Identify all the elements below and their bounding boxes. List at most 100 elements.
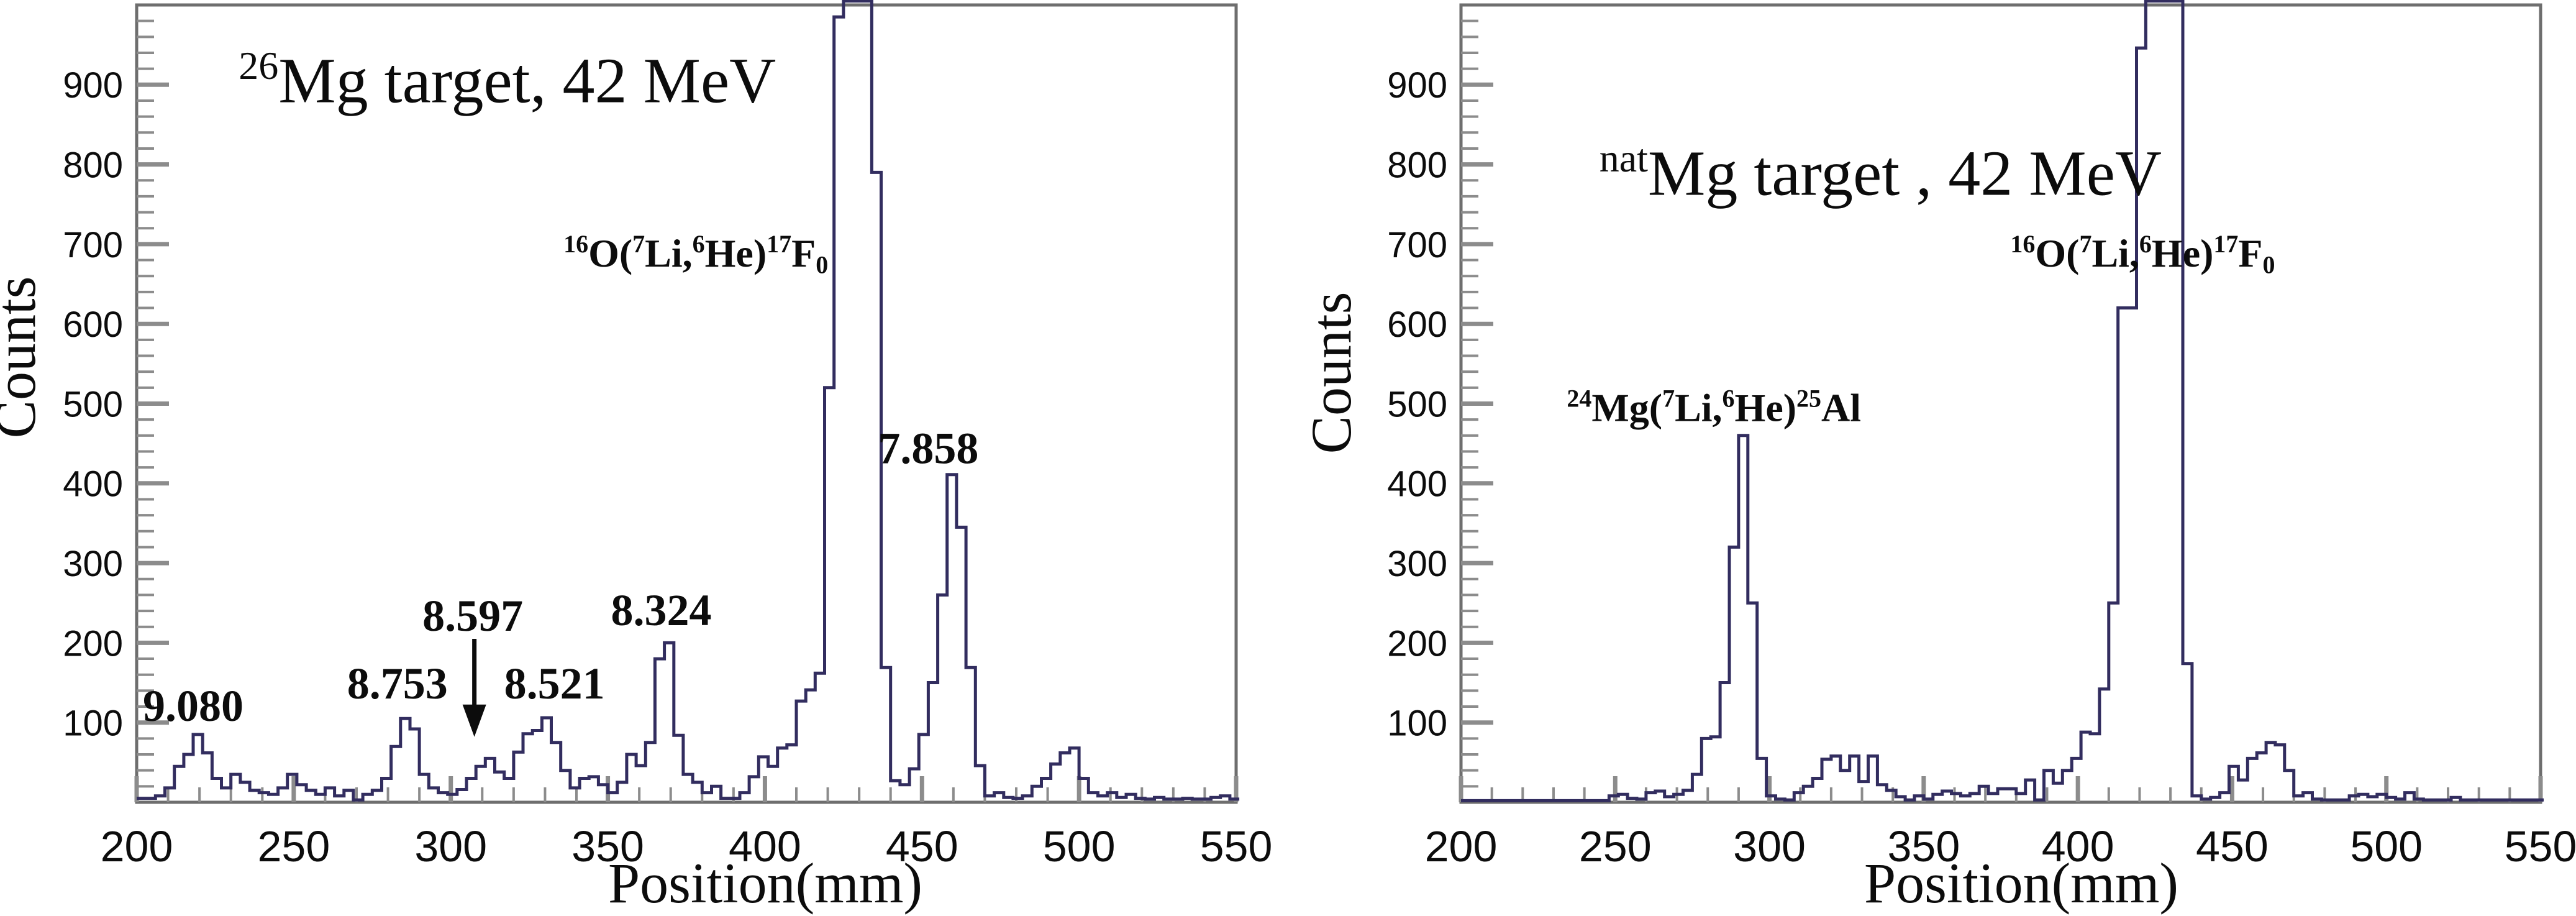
text-segment: He) [2152,231,2214,275]
y-tick-label: 200 [1387,623,1447,664]
left-spectrum-panel: 100 200 300 400 500 600 700 800 900 200 250 300 350 4… [0,0,1273,915]
text-segment: O( [2035,231,2079,275]
reaction-label: 16O(7Li,6He)17F0 [563,230,828,279]
arrow-head [462,704,486,737]
x-tick-label: 400 [729,822,801,871]
y-axis-title: Counts [1299,292,1363,454]
text-segment: 7 [1662,385,1675,413]
text-segment: 17 [2213,230,2238,258]
text-segment: 24 [1567,385,1591,413]
text-segment: 16 [2010,230,2035,258]
right-spectrum-panel: 100 200 300 400 500 600 700 800 900 200 250 300 350 4… [1288,0,2576,916]
peak-energy-label: 8.597 [422,591,523,641]
y-axis: 100 200 300 400 500 600 700 800 900 [63,19,169,788]
x-axis: 200 250 300 350 400 450 500 550 [1425,776,2576,871]
text-segment: 26 [239,44,278,88]
text-segment: 9.080 [143,681,243,731]
text-segment: 8.521 [504,659,605,708]
x-tick-label: 500 [2350,822,2423,871]
text-segment: 6 [2139,230,2152,258]
text-segment: 6 [1723,385,1735,413]
text-segment: 8.753 [347,659,448,708]
text-segment: Counts [0,277,47,439]
y-tick-label: 900 [63,65,123,106]
x-tick-label: 450 [2196,822,2269,871]
y-tick-label: 400 [63,464,123,505]
text-segment: Position(mm) [1864,851,2178,915]
y-tick-label: 900 [1387,65,1447,106]
x-axis: 200 250 300 350 400 450 500 550 [101,776,1273,871]
peak-energy-label: 8.753 [347,659,448,708]
x-tick-label: 450 [886,822,958,871]
text-segment: 0 [816,251,828,279]
down-arrow-icon [462,638,486,737]
y-tick-label: 100 [63,703,123,744]
text-segment: Mg target , 42 MeV [1648,137,2162,209]
y-tick-label: 300 [63,544,123,584]
text-segment: nat [1600,136,1648,180]
text-segment: 7 [2079,230,2091,258]
x-tick-label: 300 [1733,822,1806,871]
text-segment: 0 [2263,251,2275,279]
text-segment: O( [588,231,632,275]
x-tick-label: 500 [1043,822,1116,871]
y-tick-label: 800 [1387,145,1447,185]
text-segment: He) [1735,386,1797,430]
text-segment: 8.324 [611,585,712,635]
x-axis-title: Position(mm) [1864,851,2178,915]
x-tick-label: 200 [1425,822,1498,871]
left-spectrum-svg: 100 200 300 400 500 600 700 800 900 200 250 300 350 4… [0,0,1273,915]
y-tick-label: 300 [1387,544,1447,584]
y-axis-title: Counts [0,277,47,439]
text-segment: Li, [645,231,692,275]
text-segment: 25 [1796,385,1821,413]
y-axis: 100 200 300 400 500 600 700 800 900 [1387,19,1493,788]
text-segment: Mg( [1591,386,1662,430]
y-tick-label: 100 [1387,703,1447,744]
y-tick-label: 600 [1387,305,1447,345]
text-segment: Counts [1299,292,1363,454]
y-tick-label: 600 [63,305,123,345]
peak-energy-label: 9.080 [143,681,243,731]
y-tick-label: 400 [1387,464,1447,505]
peak-energy-label: 7.858 [878,424,978,474]
x-axis-title: Position(mm) [608,851,922,915]
panel-title: 26Mg target, 42 MeV [239,44,776,116]
reaction-label: 24Mg(7Li,6He)25Al [1567,385,1861,430]
x-tick-label: 350 [1887,822,1960,871]
text-segment: F [791,231,816,275]
peak-energy-label: 8.324 [611,585,712,635]
y-tick-label: 500 [63,384,123,424]
text-segment: F [2238,231,2262,275]
text-segment: 6 [693,230,705,258]
y-tick-label: 700 [1387,225,1447,265]
text-segment: He) [705,231,767,275]
y-tick-label: 700 [63,225,123,265]
reaction-label: 16O(7Li,6He)17F0 [2010,230,2275,279]
text-segment: Li, [1675,386,1722,430]
text-segment: 16 [563,230,588,258]
x-tick-label: 300 [414,822,487,871]
text-segment: Mg target, 42 MeV [278,45,776,117]
x-tick-label: 400 [2042,822,2114,871]
histogram-step-path [137,0,1240,802]
x-tick-label: 350 [571,822,644,871]
text-segment: 8.597 [422,591,523,641]
text-segment: 7.858 [878,424,978,474]
y-tick-label: 500 [1387,384,1447,424]
x-tick-label: 550 [1200,822,1273,871]
y-tick-label: 800 [63,145,123,185]
histogram-step-path [1461,0,2544,802]
panel-title: natMg target , 42 MeV [1600,136,2162,209]
x-tick-label: 550 [2505,822,2576,871]
x-tick-label: 200 [101,822,173,871]
y-tick-label: 200 [63,623,123,664]
axis-frame [135,3,1238,804]
text-segment: Li, [2091,231,2139,275]
x-tick-label: 250 [257,822,330,871]
text-segment: 17 [767,230,791,258]
text-segment: 7 [632,230,645,258]
x-tick-label: 250 [1579,822,1652,871]
